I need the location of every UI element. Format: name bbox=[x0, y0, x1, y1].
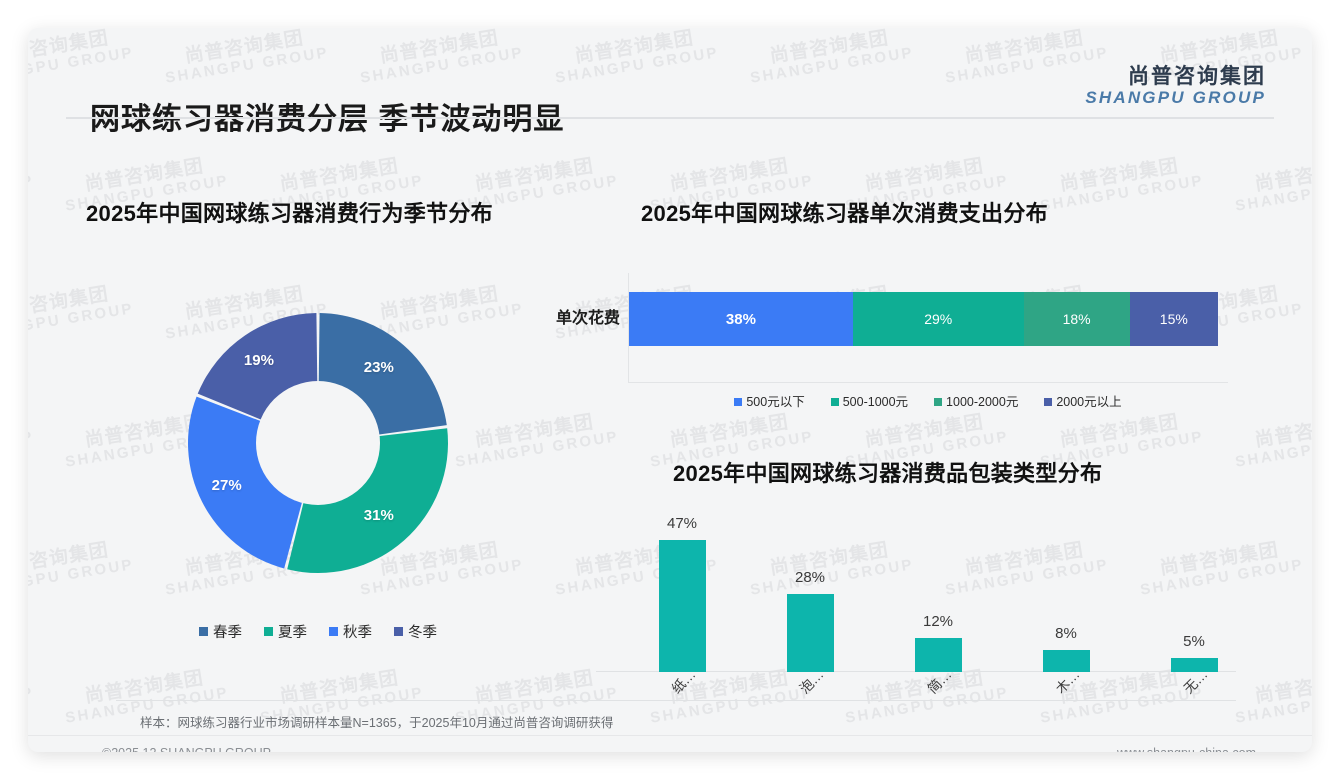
donut-legend-item[interactable]: 秋季 bbox=[329, 621, 372, 642]
website-link[interactable]: www.shangpu-china.com bbox=[1117, 746, 1256, 752]
legend-color-swatch bbox=[734, 398, 743, 406]
stacked-bar-segment[interactable]: 18% bbox=[1023, 292, 1130, 346]
column-bar-group bbox=[618, 540, 746, 672]
donut-slice-value: 23% bbox=[363, 359, 394, 377]
stacked-bar-legend-label: 500-1000元 bbox=[842, 395, 909, 409]
column-value-label: 5% bbox=[1183, 633, 1205, 650]
right-chart-title: 2025年中国网球练习器单次消费支出分布 bbox=[641, 201, 1048, 226]
stacked-bar-legend-item[interactable]: 500元以下 bbox=[734, 391, 805, 410]
stacked-bar-category-label: 单次花费 bbox=[555, 310, 620, 327]
legend-color-swatch bbox=[199, 627, 208, 636]
column-bar[interactable] bbox=[658, 540, 706, 672]
column-value-label: 12% bbox=[922, 613, 954, 631]
footnote-divider bbox=[116, 700, 1236, 701]
copyright-text: ©2025.12 SHANGPU GROUP bbox=[102, 746, 271, 752]
column-chart: 47% 纸… 28% 泡… 12% 简… 8% 木… 5% 无… bbox=[596, 503, 1236, 696]
donut-svg bbox=[188, 313, 448, 573]
donut-legend-label: 夏季 bbox=[278, 625, 307, 641]
left-chart-title: 2025年中国网球练习器消费行为季节分布 bbox=[86, 201, 493, 226]
stacked-bar-legend-item[interactable]: 500-1000元 bbox=[830, 391, 909, 410]
slide-header: 网球练习器消费分层 季节波动明显 尚普咨询集团 SHANGPU GROUP bbox=[28, 28, 1312, 136]
stacked-bar-axis-line bbox=[628, 273, 629, 383]
stacked-bar-legend-item[interactable]: 2000元以上 bbox=[1044, 391, 1122, 410]
stacked-bar-segment-value: 29% bbox=[924, 311, 953, 327]
footnote-text: 样本：网球练习器行业市场调研样本量N=1365，于2025年10月通过尚普咨询调… bbox=[140, 716, 614, 730]
stacked-bar-segment-value: 38% bbox=[725, 310, 756, 328]
legend-color-swatch bbox=[1044, 398, 1053, 406]
column-value-label: 28% bbox=[794, 568, 826, 586]
legend-color-swatch bbox=[934, 398, 943, 406]
donut-hole bbox=[256, 381, 380, 505]
column-bar-group bbox=[746, 593, 874, 672]
column-bar-group bbox=[1002, 649, 1130, 672]
stacked-bar-legend-label: 1000-2000元 bbox=[946, 395, 1019, 409]
footer-divider bbox=[28, 735, 1312, 736]
stacked-bar-segment[interactable]: 15% bbox=[1129, 292, 1218, 346]
legend-color-swatch bbox=[394, 627, 403, 636]
column-bar[interactable] bbox=[1170, 658, 1218, 672]
legend-color-swatch bbox=[830, 398, 839, 406]
donut-legend-item[interactable]: 春季 bbox=[199, 621, 242, 642]
stacked-bar-baseline bbox=[628, 382, 1228, 383]
stacked-bar-segment[interactable]: 29% bbox=[852, 292, 1024, 346]
donut-slice-value: 31% bbox=[363, 506, 394, 524]
logo-chinese-text: 尚普咨询集团 bbox=[1128, 65, 1266, 88]
stacked-bar-segment[interactable]: 38% bbox=[629, 292, 853, 346]
stacked-bar-legend-item[interactable]: 1000-2000元 bbox=[934, 391, 1018, 410]
slide-card: 尚普咨询集团 SHANGPU GROUP 尚普咨询集团 SHANGPU GROUP 尚普… bbox=[28, 28, 1312, 752]
donut-legend-label: 秋季 bbox=[343, 625, 372, 641]
header-divider bbox=[66, 117, 1274, 119]
legend-color-swatch bbox=[264, 627, 273, 636]
stacked-bar-segment-value: 15% bbox=[1159, 311, 1188, 327]
column-bar[interactable] bbox=[1042, 649, 1090, 672]
donut-legend-item[interactable]: 冬季 bbox=[394, 621, 437, 642]
donut-slice-value: 27% bbox=[211, 477, 242, 495]
logo-english-text: SHANGPU GROUP bbox=[1085, 87, 1266, 107]
donut-legend: 春季 夏季 秋季 冬季 bbox=[133, 621, 503, 642]
stacked-bar-chart: 38% 29% 18% 15% bbox=[628, 273, 1228, 383]
donut-chart: 23% 31% 27% 19% bbox=[133, 273, 503, 613]
column-bar[interactable] bbox=[914, 638, 962, 672]
donut-legend-label: 冬季 bbox=[408, 625, 437, 641]
column-value-label: 47% bbox=[666, 515, 698, 533]
column-value-label: 8% bbox=[1055, 624, 1077, 642]
column-bar[interactable] bbox=[786, 593, 834, 672]
stacked-bar-row: 38% 29% 18% 15% bbox=[629, 292, 1218, 346]
legend-color-swatch bbox=[329, 627, 338, 636]
donut-legend-label: 春季 bbox=[213, 625, 242, 641]
stacked-bar-legend-label: 500元以下 bbox=[746, 395, 805, 409]
stacked-bar-segment-value: 18% bbox=[1062, 311, 1091, 327]
column-bar-group bbox=[1130, 658, 1258, 672]
stacked-bar-legend: 500元以下 500-1000元 1000-2000元 2000元以上 bbox=[628, 391, 1228, 410]
brand-logo: 尚普咨询集团 SHANGPU GROUP bbox=[1085, 65, 1266, 107]
column-bar-group bbox=[874, 638, 1002, 672]
donut-slice-value: 19% bbox=[243, 351, 274, 369]
donut-legend-item[interactable]: 夏季 bbox=[264, 621, 307, 642]
stacked-bar-legend-label: 2000元以上 bbox=[1056, 395, 1122, 409]
bottom-chart-title: 2025年中国网球练习器消费品包装类型分布 bbox=[673, 461, 1103, 486]
page-title: 网球练习器消费分层 季节波动明显 bbox=[90, 103, 565, 136]
